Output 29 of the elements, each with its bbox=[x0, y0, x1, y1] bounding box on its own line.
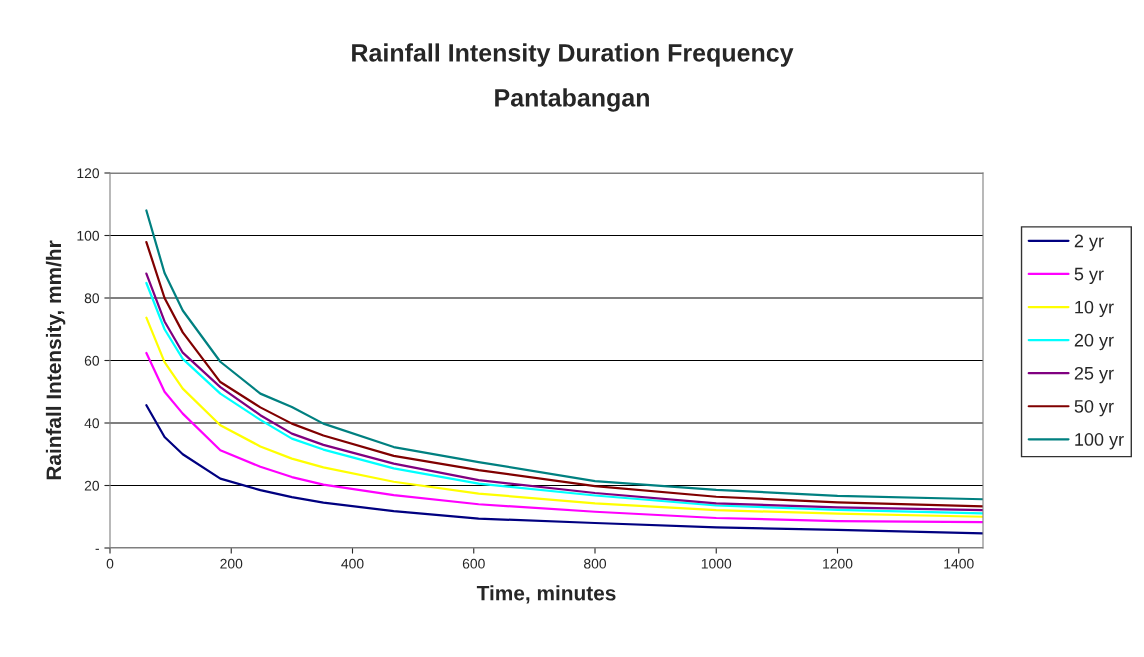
y-tick-label: 60 bbox=[84, 355, 100, 366]
x-tick-label: 400 bbox=[341, 558, 364, 569]
chart-subtitle: Pantabangan bbox=[495, 88, 649, 112]
legend-label: 5 yr bbox=[1074, 267, 1104, 284]
x-axis-title: Time, minutes bbox=[476, 585, 616, 604]
x-tick-label: 1400 bbox=[944, 558, 974, 569]
legend-label: 20 yr bbox=[1074, 333, 1114, 351]
legend-label: 2 yr bbox=[1074, 234, 1104, 251]
x-tick-label: 1000 bbox=[701, 558, 732, 569]
x-tick-label: 0 bbox=[106, 558, 114, 569]
legend-label: 10 yr bbox=[1075, 300, 1114, 318]
chart-title: Rainfall Intensity Duration Frequency bbox=[352, 43, 794, 67]
y-tick-label: - bbox=[95, 548, 99, 550]
line-series bbox=[145, 404, 983, 535]
line-series bbox=[145, 351, 983, 524]
y-tick-label: 20 bbox=[84, 480, 100, 491]
legend-label: 50 yr bbox=[1074, 399, 1114, 417]
y-tick-label: 100 bbox=[77, 230, 100, 241]
y-tick-label: 40 bbox=[84, 418, 100, 429]
line-series bbox=[145, 316, 983, 518]
y-tick-label: 120 bbox=[77, 168, 100, 179]
x-tick-label: 1200 bbox=[823, 558, 853, 569]
x-tick-label: 800 bbox=[584, 558, 607, 569]
y-axis-title: Rainfall Intensity, mm/hr bbox=[45, 240, 66, 480]
legend-label: 100 yr bbox=[1075, 433, 1124, 450]
legend-label: 25 yr bbox=[1074, 366, 1114, 384]
x-tick-label: 600 bbox=[462, 558, 485, 569]
x-tick-label: 200 bbox=[220, 558, 243, 569]
y-tick-label: 80 bbox=[84, 293, 100, 304]
